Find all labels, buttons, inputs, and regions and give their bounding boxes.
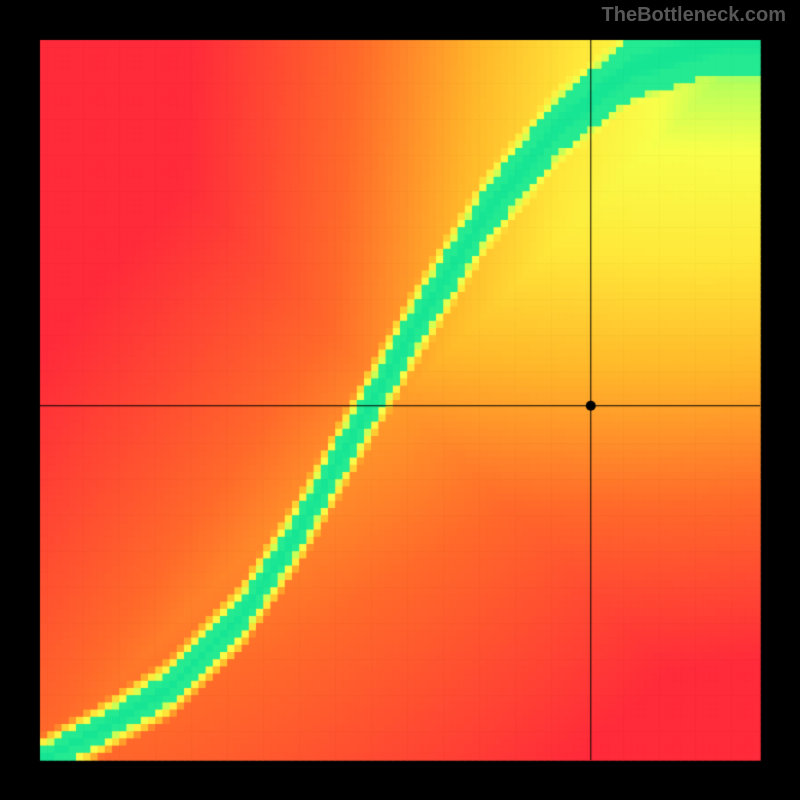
- attribution-text: TheBottleneck.com: [602, 4, 786, 27]
- heatmap-canvas: [0, 0, 800, 800]
- chart-container: TheBottleneck.com: [0, 0, 800, 800]
